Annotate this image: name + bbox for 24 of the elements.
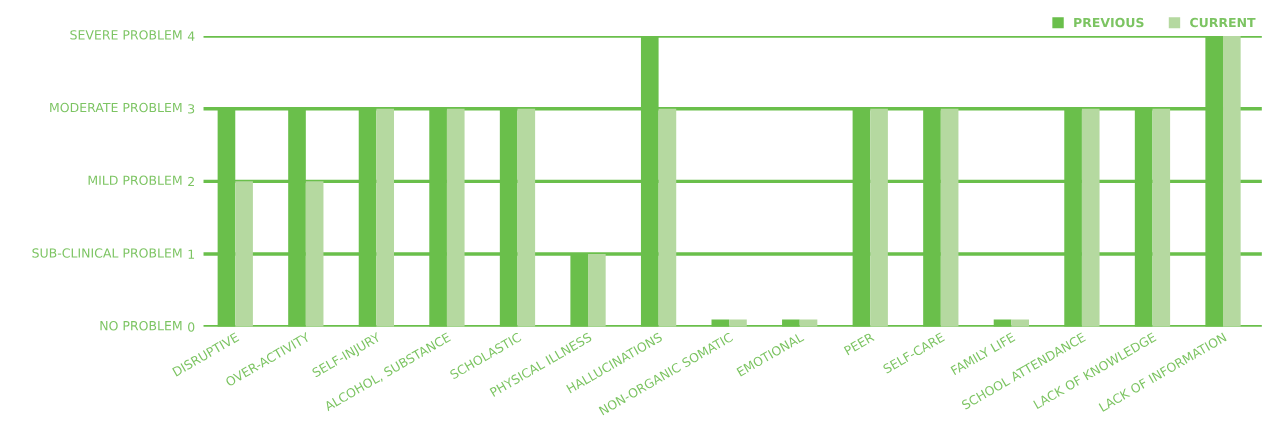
bar: [1081, 108, 1100, 327]
bar: [940, 108, 959, 327]
y-tick-label: 3: [188, 104, 195, 114]
text: SUB-CLINICAL PROBLEM: [32, 248, 182, 258]
bar: [658, 108, 677, 327]
bar: [870, 108, 888, 327]
bar: [1223, 35, 1241, 327]
legend-label: CURRENT: [1190, 17, 1256, 28]
bar: [305, 181, 324, 327]
bar: [1152, 108, 1171, 327]
bar: [517, 108, 536, 327]
bar: [446, 108, 465, 327]
bar: [235, 181, 253, 327]
bar: [376, 108, 395, 327]
y-tick-label: 0: [188, 322, 195, 332]
text: SEVERE PROBLEM: [70, 30, 182, 40]
y-tick-label: 4: [187, 31, 195, 41]
y-tick-label: 2: [188, 176, 194, 187]
text: NO PROBLEM: [100, 320, 182, 331]
bar: [588, 254, 606, 327]
y-tick-label: 1: [188, 249, 195, 259]
text: MODERATE PROBLEM: [50, 102, 182, 113]
text: MILD PROBLEM: [88, 175, 182, 185]
legend-label: PREVIOUS: [1074, 17, 1144, 28]
